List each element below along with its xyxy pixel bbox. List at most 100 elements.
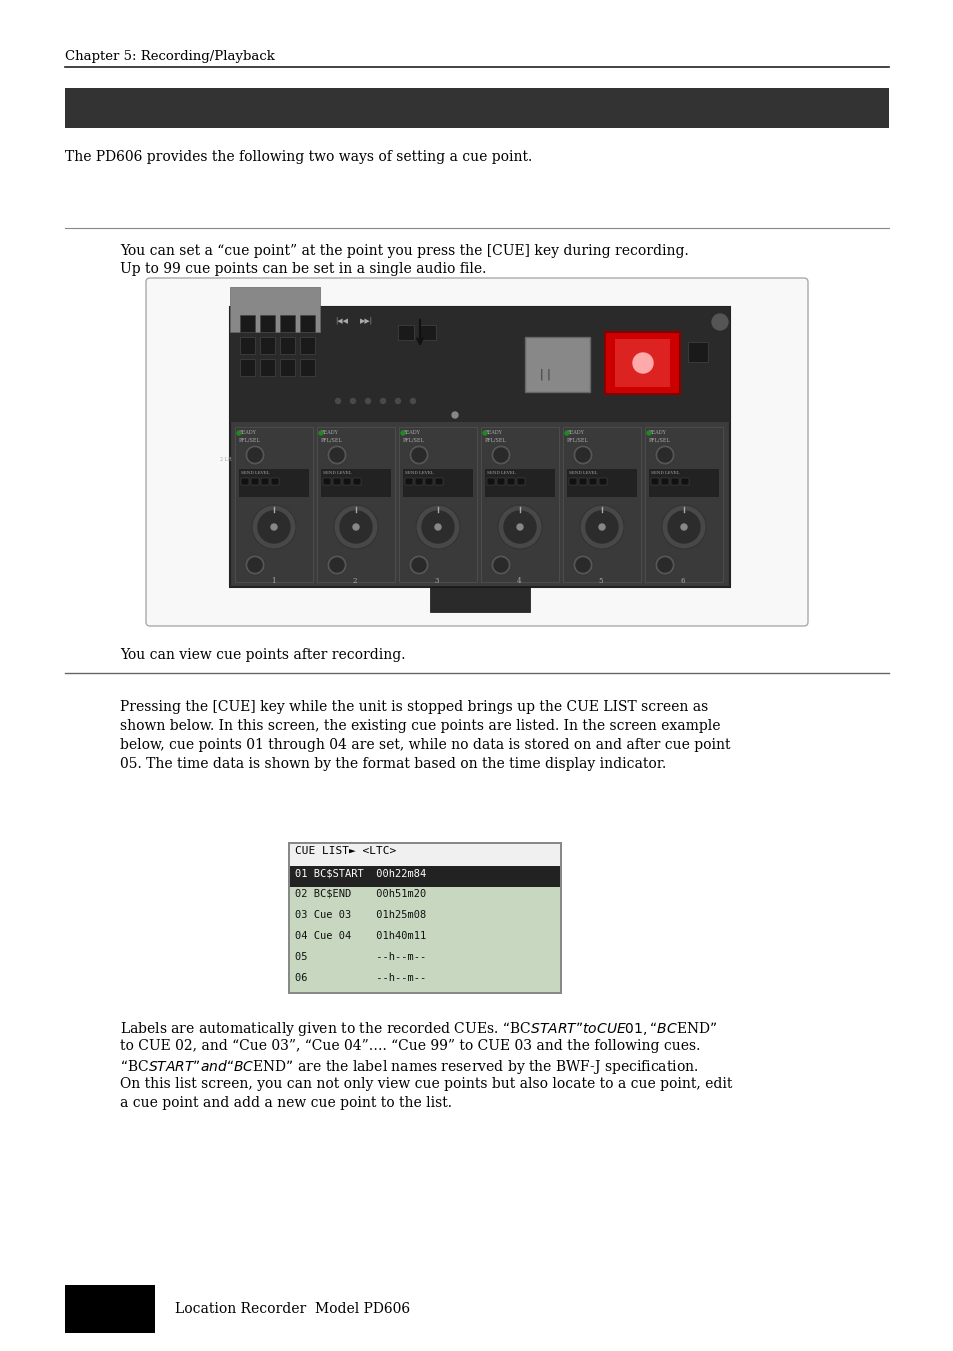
Bar	[299, 336, 314, 354]
Bar	[260, 336, 274, 354]
Text: 5: 5	[598, 577, 602, 585]
Bar	[687, 342, 707, 362]
Bar	[280, 359, 294, 376]
Bar	[230, 286, 319, 332]
Circle shape	[482, 431, 486, 435]
Text: READY: READY	[566, 430, 584, 435]
Bar	[251, 478, 258, 485]
Text: 06           --h--m--: 06 --h--m--	[294, 973, 426, 984]
Bar	[604, 332, 679, 394]
Circle shape	[658, 449, 671, 462]
Text: 2: 2	[353, 577, 356, 585]
Bar	[239, 469, 309, 497]
Circle shape	[409, 444, 429, 465]
Text: ▶▶|: ▶▶|	[359, 317, 373, 326]
Circle shape	[271, 524, 276, 530]
Text: Labels are automatically given to the recorded CUEs. “BC$START” to CUE 01, “BC$E: Labels are automatically given to the re…	[120, 1020, 717, 1038]
Bar	[261, 478, 269, 485]
Circle shape	[497, 505, 541, 549]
Text: below, cue points 01 through 04 are set, while no data is stored on and after cu: below, cue points 01 through 04 are set,…	[120, 738, 730, 753]
Bar	[280, 336, 294, 354]
Bar	[615, 339, 669, 386]
Text: CUE LIST► <LTC>: CUE LIST► <LTC>	[294, 846, 395, 857]
Bar	[506, 478, 515, 485]
Text: PFL/SEL: PFL/SEL	[402, 436, 424, 442]
Circle shape	[517, 524, 522, 530]
Circle shape	[318, 431, 323, 435]
Bar	[419, 326, 436, 340]
Bar	[648, 469, 719, 497]
Circle shape	[350, 399, 355, 404]
Circle shape	[494, 449, 507, 462]
Text: Location Recorder  Model PD606: Location Recorder Model PD606	[174, 1302, 410, 1316]
Circle shape	[573, 555, 593, 576]
Text: Chapter 5: Recording/Playback: Chapter 5: Recording/Playback	[65, 50, 274, 63]
Circle shape	[248, 558, 262, 571]
Text: You can view cue points after recording.: You can view cue points after recording.	[120, 648, 405, 662]
Circle shape	[245, 555, 265, 576]
Bar	[333, 478, 340, 485]
Text: SEND LEVEL: SEND LEVEL	[405, 471, 433, 476]
Bar	[260, 315, 274, 332]
Bar	[484, 469, 555, 497]
Circle shape	[585, 511, 618, 543]
Bar	[517, 478, 524, 485]
Circle shape	[576, 449, 589, 462]
Text: 3: 3	[435, 577, 438, 585]
Bar	[230, 307, 729, 422]
Text: 05           --h--m--: 05 --h--m--	[294, 952, 426, 962]
Circle shape	[633, 353, 652, 373]
Bar	[660, 478, 668, 485]
Text: 4: 4	[517, 577, 520, 585]
Bar	[568, 478, 577, 485]
Bar	[240, 315, 254, 332]
Bar	[670, 478, 679, 485]
Text: 02 BC$END    00h51m20: 02 BC$END 00h51m20	[294, 889, 426, 898]
Text: 6: 6	[680, 577, 684, 585]
Bar	[290, 908, 559, 929]
Bar	[290, 971, 559, 992]
Text: PFL/SEL: PFL/SEL	[566, 436, 588, 442]
Bar	[299, 359, 314, 376]
Text: READY: READY	[648, 430, 666, 435]
Bar	[588, 478, 597, 485]
Circle shape	[330, 558, 344, 571]
Circle shape	[248, 449, 262, 462]
Circle shape	[564, 431, 568, 435]
Text: a cue point and add a new cue point to the list.: a cue point and add a new cue point to t…	[120, 1096, 452, 1111]
Bar	[566, 469, 637, 497]
Circle shape	[661, 505, 705, 549]
Circle shape	[330, 449, 344, 462]
Text: PFL/SEL: PFL/SEL	[239, 436, 260, 442]
Text: READY: READY	[484, 430, 502, 435]
Bar	[288, 842, 561, 994]
Circle shape	[658, 558, 671, 571]
Text: Up to 99 cue points can be set in a single audio file.: Up to 99 cue points can be set in a sing…	[120, 262, 486, 276]
Bar	[290, 929, 559, 950]
Bar	[497, 478, 504, 485]
Circle shape	[680, 524, 686, 530]
Bar	[598, 478, 606, 485]
Circle shape	[236, 431, 241, 435]
Bar	[524, 336, 589, 392]
Bar	[562, 427, 640, 582]
Text: SEND LEVEL: SEND LEVEL	[323, 471, 351, 476]
Bar	[435, 478, 442, 485]
Text: to CUE 02, and “Cue 03”, “Cue 04”…. “Cue 99” to CUE 03 and the following cues.: to CUE 02, and “Cue 03”, “Cue 04”…. “Cue…	[120, 1039, 700, 1052]
Bar	[240, 359, 254, 376]
Circle shape	[576, 558, 589, 571]
Circle shape	[365, 399, 370, 404]
Bar	[402, 469, 473, 497]
Circle shape	[334, 505, 377, 549]
Text: |◀◀: |◀◀	[335, 317, 348, 326]
Text: READY: READY	[320, 430, 338, 435]
Circle shape	[339, 511, 372, 543]
Text: PFL/SEL: PFL/SEL	[320, 436, 342, 442]
Text: “BC$START” and “BC$END” are the label names reserved by the BWF-J specification.: “BC$START” and “BC$END” are the label na…	[120, 1058, 698, 1075]
Circle shape	[655, 555, 675, 576]
Bar	[424, 478, 433, 485]
Text: 1: 1	[271, 577, 275, 585]
Bar	[290, 950, 559, 971]
Circle shape	[452, 412, 457, 417]
Text: The PD606 provides the following two ways of setting a cue point.: The PD606 provides the following two way…	[65, 150, 532, 163]
